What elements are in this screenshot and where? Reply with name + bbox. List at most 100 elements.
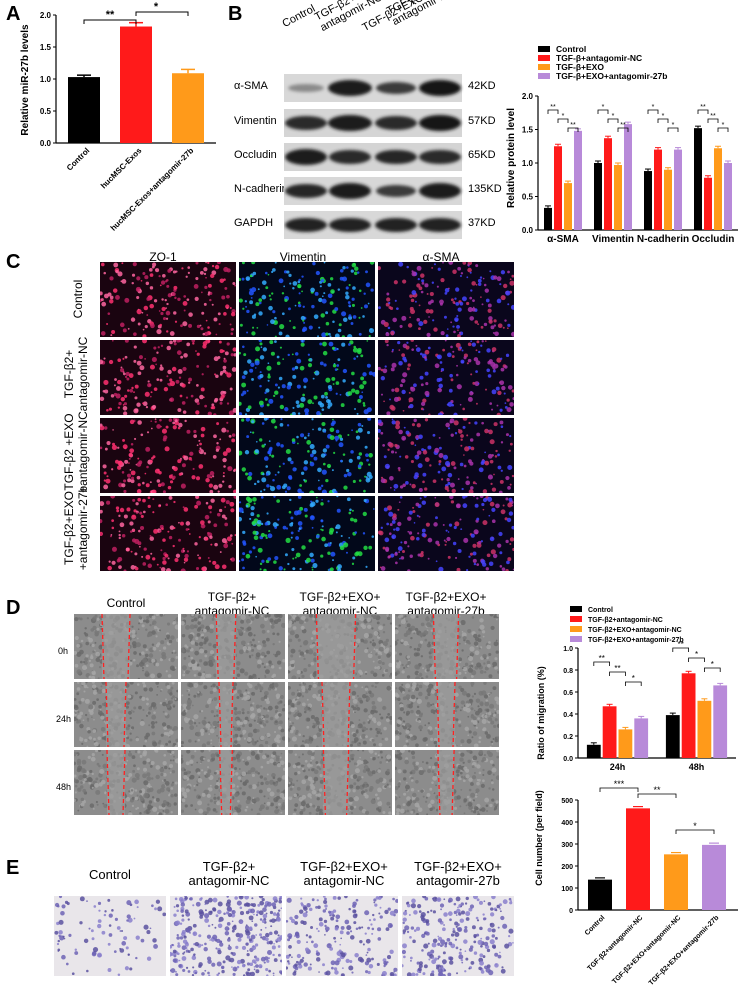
panel-e-bar-chart: Cell number (per field) 0 100 200 300 400 500… [534, 780, 738, 987]
bar [618, 729, 633, 758]
panel-a-sig-1: ** [106, 9, 115, 21]
sig-label: * [632, 674, 635, 683]
kd-label-asma: 42KD [468, 80, 496, 92]
bar [664, 854, 688, 910]
legend-swatch [570, 636, 582, 642]
sig-bracket [597, 109, 609, 114]
bar [665, 715, 680, 758]
sig-bracket [609, 671, 626, 676]
sig-label: * [695, 650, 698, 659]
x-tick-label: α-SMA [547, 234, 579, 245]
panel-e-transwell: Control TGF-β2+ antagomir-NC TGF-β2+EXO+… [50, 860, 516, 980]
bar [172, 73, 204, 143]
x-tick-label: TGF-β2+EXO+antagomir-27b [648, 914, 721, 987]
legend-swatch [538, 73, 550, 79]
y-tick-label: 400 [561, 820, 573, 827]
y-tick-label: 200 [561, 864, 573, 871]
y-tick-label: 0.4 [563, 712, 573, 719]
protein-label-occludin: Occludin [234, 149, 277, 161]
y-tick-label: 0.0 [522, 226, 534, 235]
y-tick-label: 1.0 [563, 646, 573, 653]
panel-label-b: B [228, 3, 243, 25]
sig-bracket [637, 793, 677, 798]
panel-label-d: D [6, 597, 21, 619]
x-tick-label: 24h [610, 762, 626, 772]
if-image-r2-c0 [100, 418, 236, 493]
panel-d-bar-chart: Ratio of migration (%) Control TGF-β2+ant… [536, 606, 736, 772]
if-image-r2-c2 [378, 418, 514, 493]
sig-label: * [562, 113, 565, 120]
panel-a-ylabel: Relative miR-27b levels [20, 24, 31, 136]
sig-label: * [602, 104, 605, 111]
legend-swatch [538, 55, 550, 61]
panelc-col-vimentin: Vimentin [279, 250, 327, 264]
bar [588, 879, 612, 910]
bar [564, 183, 572, 230]
panel-label-a: A [6, 3, 21, 25]
y-tick-label: 0.5 [40, 107, 52, 116]
kd-label-ncadherin: 135KD [468, 183, 502, 195]
x-tick-label: Occludin [692, 234, 735, 245]
legend-swatch [570, 626, 582, 632]
sig-bracket [625, 681, 642, 686]
bar [594, 163, 602, 230]
if-image-r1-c1 [239, 340, 375, 415]
bar [626, 808, 650, 910]
sig-label: * [672, 122, 675, 129]
bar [674, 149, 682, 230]
sig-bracket [567, 127, 579, 132]
sig-label: ** [570, 122, 576, 129]
sig-bracket [672, 647, 689, 652]
bar [654, 149, 662, 230]
protein-label-vimentin: Vimentin [234, 115, 277, 127]
panel-d-scratch-assay: Control TGF-β2+ antagomir-NC TGF-β2+EXO+… [50, 590, 510, 852]
paneld-row-48h: 48h [56, 782, 72, 792]
lane-label-control: Control [280, 2, 318, 30]
sig-bracket [704, 667, 721, 672]
legend-label: TGF-β2+EXO+antagomir-NC [588, 627, 682, 634]
sig-label: ** [700, 104, 706, 111]
lane-label-exo-antagomir-27b: TGF-β2+EXO+ antagomir-27b [385, 0, 459, 28]
x-tick-label: hucMSC-Exos+antagomir-27b [109, 146, 196, 233]
sig-label: ** [710, 113, 716, 120]
legend-label: TGF-β2+EXO+antagomir-27b [588, 637, 684, 644]
blot-bands [284, 74, 462, 239]
sig-bracket [617, 127, 629, 132]
scratch-image-r1-c2 [288, 682, 392, 747]
bar [624, 124, 632, 230]
panel-a-sig-2: * [154, 1, 159, 13]
scratch-image-r0-c3 [395, 614, 499, 679]
bar [724, 163, 732, 230]
legend-label: TGF-β+EXO+antagomir-27b [556, 71, 667, 81]
bar [602, 706, 617, 758]
sig-bracket [547, 109, 559, 114]
western-blot: α-SMA Vimentin Occludin N-cadherin GAPDH… [226, 72, 516, 240]
panele-col-exo-nc: TGF-β2+EXO+ antagomir-NC [300, 859, 388, 888]
bar [681, 673, 696, 758]
legend-label: Control [556, 44, 586, 54]
bar [644, 171, 652, 230]
if-image-r3-c2 [378, 496, 514, 571]
y-tick-label: 1.5 [40, 43, 52, 52]
panel-b-ylabel: Relative protein level [506, 108, 517, 208]
if-image-r1-c0 [100, 340, 236, 415]
scratch-image-r0-c2 [288, 614, 392, 679]
legend-label: TGF-β+EXO [556, 62, 604, 72]
paneld-row-0h: 0h [58, 646, 69, 656]
kd-label-gapdh: 37KD [468, 217, 496, 229]
sig-bracket [135, 11, 189, 16]
y-tick-label: 0.8 [563, 668, 573, 675]
bar [614, 165, 622, 230]
y-tick-label: 0.0 [563, 756, 573, 763]
panel-b-legend: ControlTGF-β+antagomir-NCTGF-β+EXOTGF-β+… [538, 44, 667, 81]
panele-col-control: Control [89, 867, 131, 882]
protein-label-gapdh: GAPDH [234, 217, 274, 229]
transwell-image-c3 [402, 896, 514, 976]
sig-bracket [707, 118, 719, 123]
bar [586, 744, 601, 758]
panel-c-immunofluorescence: ZO-1 Vimentin α-SMA [54, 248, 516, 574]
scratch-image-r1-c0 [74, 682, 178, 747]
bar [697, 700, 712, 758]
paneld-row-24h: 24h [56, 714, 72, 724]
bar [68, 77, 100, 143]
